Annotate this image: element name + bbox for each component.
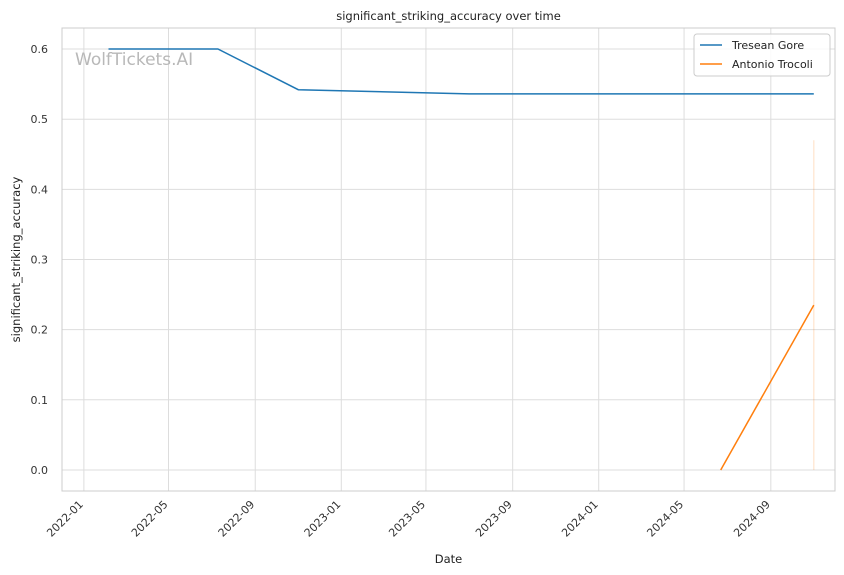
x-tick-labels: 2022-01 2022-05 2022-09 2023-01 2023-05 2023-… — [44, 498, 773, 540]
y-tick-label: 0.0 — [31, 464, 49, 477]
x-tick-label: 2024-09 — [731, 498, 773, 540]
legend-label-tresean-gore: Tresean Gore — [731, 39, 804, 52]
y-tick-label: 0.2 — [31, 324, 49, 337]
x-tick-label: 2022-05 — [129, 498, 171, 540]
grid-lines — [62, 28, 835, 491]
legend-label-antonio-trocoli: Antonio Trocoli — [732, 58, 813, 71]
y-tick-label: 0.5 — [31, 113, 49, 126]
x-tick-label: 2023-09 — [473, 498, 515, 540]
legend-box — [693, 33, 831, 77]
series-line-antonio-trocoli — [720, 304, 815, 471]
x-tick-label: 2024-05 — [644, 498, 686, 540]
series-lines — [108, 48, 815, 471]
y-tick-label: 0.6 — [31, 43, 49, 56]
y-axis-label: significant_striking_accuracy — [9, 176, 23, 342]
x-axis-label: Date — [435, 552, 463, 566]
x-tick-label: 2022-01 — [44, 498, 86, 540]
legend: Tresean Gore Antonio Trocoli — [693, 33, 831, 77]
y-tick-label: 0.1 — [31, 394, 49, 407]
plot-frame — [61, 27, 836, 492]
x-tick-label: 2023-05 — [386, 498, 428, 540]
y-tick-labels: 0.0 0.1 0.2 0.3 0.4 0.5 0.6 — [31, 43, 49, 477]
watermark: WolfTickets.AI — [75, 50, 193, 70]
chart-title: significant_striking_accuracy over time — [336, 9, 561, 23]
y-tick-label: 0.3 — [31, 254, 49, 267]
x-tick-label: 2024-01 — [559, 498, 601, 540]
x-tick-label: 2022-09 — [216, 498, 258, 540]
y-tick-label: 0.4 — [31, 183, 49, 196]
x-tick-label: 2023-01 — [302, 498, 344, 540]
series-line-tresean-gore — [108, 48, 814, 95]
